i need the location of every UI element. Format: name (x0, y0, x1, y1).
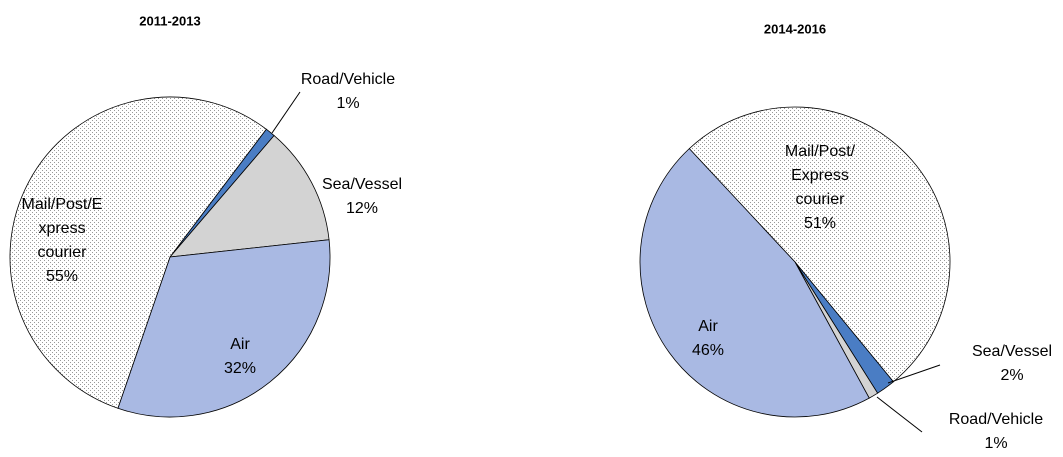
pie-slice (688, 106, 951, 383)
value-label: 51% (804, 215, 836, 232)
slice-label: Air (698, 318, 718, 335)
slice-label: Sea/Vessel (972, 343, 1052, 360)
leader-line (887, 364, 941, 384)
value-label: 1% (984, 435, 1007, 452)
slice-label: Air (230, 336, 250, 353)
value-label: 12% (346, 200, 378, 217)
leader-line (271, 91, 301, 134)
value-label: 32% (224, 360, 256, 377)
chart-title: 2014-2016 (764, 21, 826, 36)
slice-label: Road/Vehicle (301, 71, 395, 88)
value-label: 55% (46, 268, 78, 285)
pie-slice (9, 96, 267, 409)
leader-line (876, 396, 923, 433)
chart-title: 2011-2013 (139, 13, 200, 28)
pie-slice (169, 134, 330, 258)
slice-label: Road/Vehicle (949, 411, 1043, 428)
pie-slice (639, 148, 870, 418)
value-label: 1% (336, 95, 359, 112)
pie-slice (117, 239, 331, 418)
value-label: 46% (692, 342, 724, 359)
value-label: 2% (1000, 367, 1023, 384)
slice-label: Sea/Vessel (322, 176, 402, 193)
